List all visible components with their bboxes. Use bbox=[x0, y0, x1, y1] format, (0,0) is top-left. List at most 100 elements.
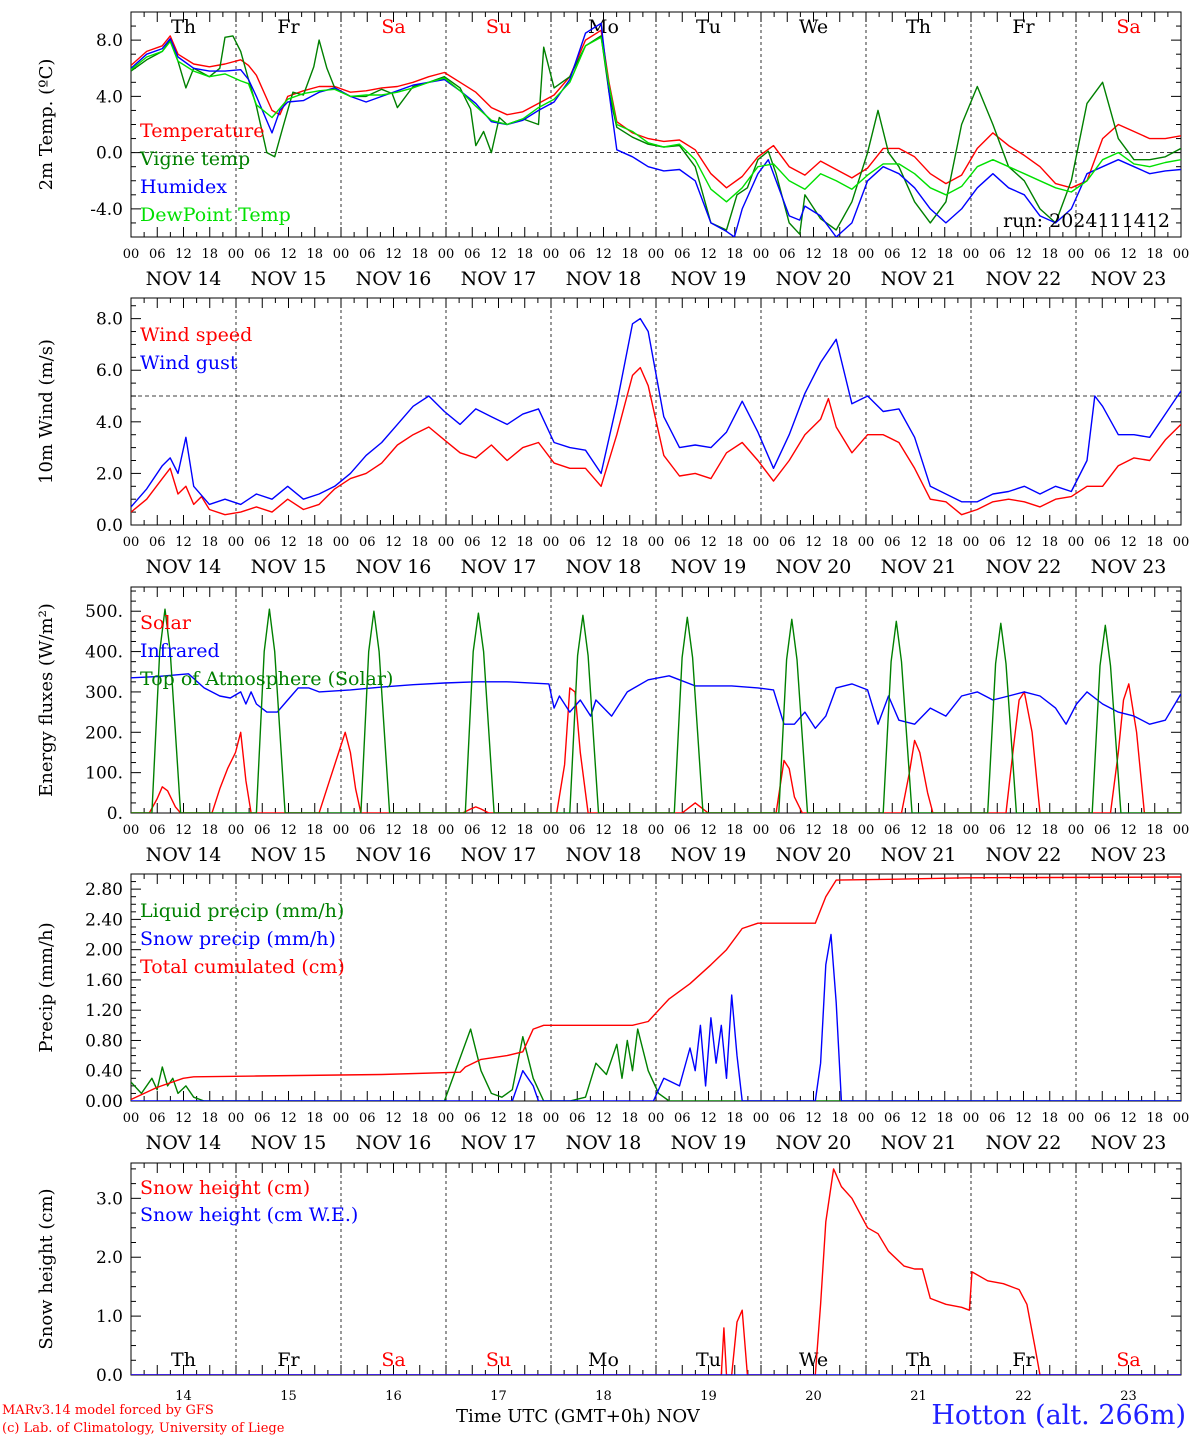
weekday-label: Th bbox=[171, 1349, 196, 1371]
series-line bbox=[131, 317, 1181, 508]
hour-tick-label: 06 bbox=[989, 247, 1006, 262]
hour-tick-label: 18 bbox=[1041, 1111, 1058, 1126]
date-label: NOV 16 bbox=[356, 556, 432, 578]
date-label: NOV 15 bbox=[251, 556, 327, 578]
date-label: NOV 14 bbox=[146, 268, 222, 290]
hour-tick-label: 00 bbox=[858, 247, 875, 262]
hour-tick-label: 18 bbox=[516, 1111, 533, 1126]
hour-tick-label: 18 bbox=[621, 247, 638, 262]
hour-tick-label: 06 bbox=[674, 535, 691, 550]
credit-line-2: (c) Lab. of Climatology, University of L… bbox=[2, 1421, 285, 1436]
date-label: NOV 19 bbox=[671, 556, 747, 578]
hour-tick-label: 06 bbox=[149, 247, 166, 262]
series-line bbox=[131, 608, 1181, 813]
hour-tick-label: 06 bbox=[1094, 535, 1111, 550]
hour-tick-label: 00 bbox=[438, 1111, 455, 1126]
date-label: NOV 20 bbox=[776, 556, 852, 578]
hour-tick-label: 12 bbox=[1015, 1111, 1032, 1126]
day-number-label: 14 bbox=[175, 1389, 192, 1404]
hour-tick-label: 12 bbox=[1015, 247, 1032, 262]
hour-tick-label: 12 bbox=[595, 247, 612, 262]
hour-tick-label: 00 bbox=[228, 535, 245, 550]
legend-entry: Humidex bbox=[140, 176, 227, 198]
hour-tick-label: 06 bbox=[674, 823, 691, 838]
hour-tick-label: 06 bbox=[569, 535, 586, 550]
hour-tick-label: 00 bbox=[963, 247, 980, 262]
y-tick-label: 0. bbox=[107, 804, 123, 824]
hour-tick-label: 12 bbox=[175, 535, 192, 550]
y-axis-label: Energy fluxes (W/m²) bbox=[36, 603, 57, 797]
y-tick-label: 2.0 bbox=[96, 1248, 123, 1268]
hour-tick-label: 00 bbox=[963, 1111, 980, 1126]
weekday-label: Fr bbox=[277, 1349, 300, 1371]
y-tick-label: 1.0 bbox=[96, 1307, 123, 1327]
hour-tick-label: 06 bbox=[1094, 823, 1111, 838]
hour-tick-label: 12 bbox=[490, 247, 507, 262]
hour-tick-label: 12 bbox=[1015, 823, 1032, 838]
y-axis-label: 10m Wind (m/s) bbox=[36, 339, 57, 484]
hour-tick-label: 06 bbox=[254, 1111, 271, 1126]
y-tick-label: 0.0 bbox=[96, 516, 123, 536]
hour-tick-label: 00 bbox=[1173, 823, 1190, 838]
hour-tick-label: 18 bbox=[201, 823, 218, 838]
y-tick-label: 0.00 bbox=[85, 1092, 123, 1112]
hour-tick-label: 18 bbox=[516, 247, 533, 262]
weekday-label: Su bbox=[486, 16, 511, 38]
weekday-label: Fr bbox=[277, 16, 300, 38]
date-label: NOV 21 bbox=[881, 268, 957, 290]
y-axis-label: 2m Temp. (ºC) bbox=[36, 59, 57, 191]
y-tick-label: 6.0 bbox=[96, 361, 123, 381]
date-label: NOV 18 bbox=[566, 268, 642, 290]
y-tick-label: 100. bbox=[85, 764, 123, 784]
hour-tick-label: 06 bbox=[1094, 1111, 1111, 1126]
hour-tick-label: 06 bbox=[884, 1111, 901, 1126]
date-label: NOV 15 bbox=[251, 268, 327, 290]
hour-tick-label: 06 bbox=[779, 1111, 796, 1126]
hour-tick-label: 06 bbox=[674, 1111, 691, 1126]
weekday-label: Tu bbox=[696, 1349, 721, 1371]
hour-tick-label: 18 bbox=[411, 247, 428, 262]
hour-tick-label: 06 bbox=[359, 1111, 376, 1126]
legend-entry: Vigne temp bbox=[139, 148, 250, 170]
day-number-label: 23 bbox=[1120, 1389, 1137, 1404]
hour-tick-label: 00 bbox=[963, 535, 980, 550]
weekday-label: Tu bbox=[696, 16, 721, 38]
y-axis-label: Precip (mm/h) bbox=[36, 922, 57, 1052]
hour-tick-label: 18 bbox=[936, 823, 953, 838]
panel-5: 0.0 1.0 2.0 3.0 Snow height (cm) Th 14 Fr 15 Sa 16… bbox=[36, 1162, 1182, 1404]
hour-tick-label: 00 bbox=[333, 823, 350, 838]
series-line bbox=[131, 36, 1181, 203]
hour-tick-label: 00 bbox=[228, 1111, 245, 1126]
weekday-label: Mo bbox=[588, 1349, 619, 1371]
hour-tick-label: 12 bbox=[490, 1111, 507, 1126]
hour-tick-label: 18 bbox=[936, 1111, 953, 1126]
hour-tick-label: 00 bbox=[333, 247, 350, 262]
legend-entry: Snow height (cm W.E.) bbox=[140, 1204, 358, 1226]
y-tick-label: 4.0 bbox=[96, 413, 123, 433]
legend-entry: Infrared bbox=[140, 640, 220, 662]
hour-tick-label: 00 bbox=[1068, 535, 1085, 550]
hour-tick-label: 12 bbox=[385, 823, 402, 838]
hour-tick-label: 12 bbox=[805, 823, 822, 838]
y-tick-label: 8.0 bbox=[96, 310, 123, 330]
day-number-label: 16 bbox=[385, 1389, 402, 1404]
legend-entry: Top of Atmosphere (Solar) bbox=[140, 668, 393, 690]
hour-tick-label: 18 bbox=[411, 535, 428, 550]
hour-tick-label: 18 bbox=[831, 247, 848, 262]
hour-tick-label: 06 bbox=[989, 1111, 1006, 1126]
y-tick-label: 400. bbox=[85, 643, 123, 663]
hour-tick-label: 00 bbox=[1173, 1111, 1190, 1126]
hour-tick-label: 12 bbox=[700, 247, 717, 262]
hour-tick-label: 18 bbox=[936, 535, 953, 550]
station-label: Hotton (alt. 266m) bbox=[931, 1400, 1186, 1431]
hour-tick-label: 12 bbox=[490, 535, 507, 550]
hour-tick-label: 06 bbox=[254, 823, 271, 838]
weekday-label: Su bbox=[486, 1349, 511, 1371]
hour-tick-label: 06 bbox=[359, 535, 376, 550]
hour-tick-label: 00 bbox=[438, 823, 455, 838]
y-tick-label: 0.80 bbox=[85, 1031, 123, 1051]
hour-tick-label: 00 bbox=[543, 823, 560, 838]
hour-tick-label: 12 bbox=[595, 823, 612, 838]
hour-tick-label: 12 bbox=[1015, 535, 1032, 550]
y-tick-label: 2.80 bbox=[85, 880, 123, 900]
